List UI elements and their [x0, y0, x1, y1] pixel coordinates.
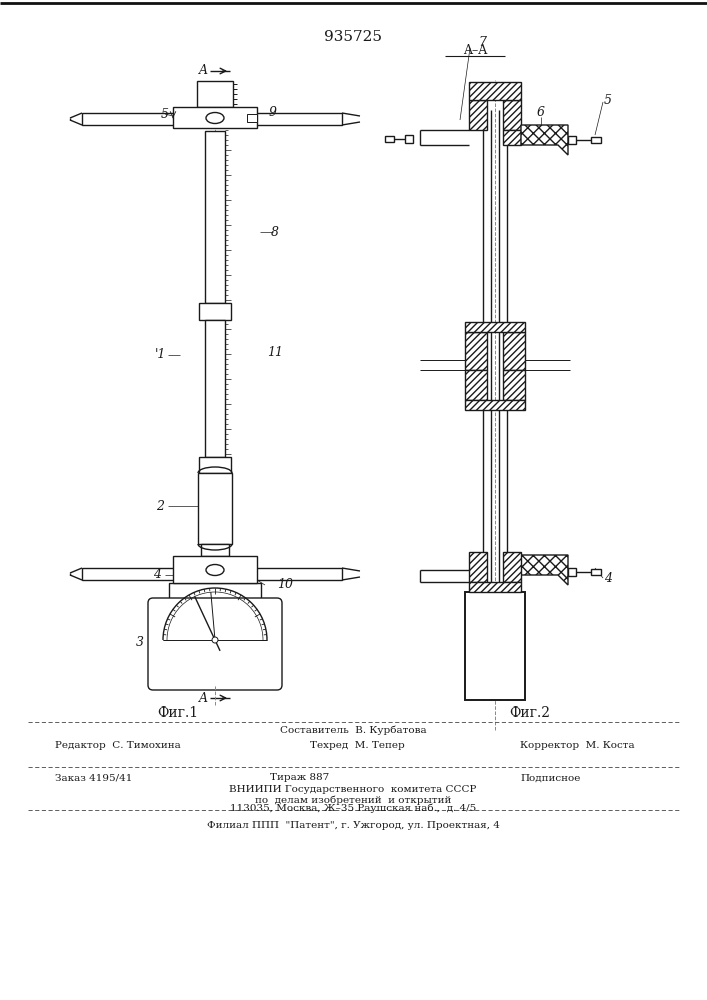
- Text: Фиг.2: Фиг.2: [510, 706, 551, 720]
- Bar: [385, 136, 394, 142]
- Text: 5: 5: [161, 108, 169, 121]
- Bar: [465, 400, 525, 410]
- Text: Заказ 4195/41: Заказ 4195/41: [55, 774, 132, 782]
- Bar: [591, 137, 601, 143]
- Bar: [469, 552, 487, 582]
- Text: Филиал ППП  "Патент", г. Ужгород, ул. Проектная, 4: Филиал ППП "Патент", г. Ужгород, ул. Про…: [206, 820, 499, 830]
- Bar: [503, 332, 525, 370]
- Bar: [469, 100, 487, 130]
- Bar: [173, 107, 257, 128]
- Text: 3: 3: [136, 636, 144, 648]
- Text: по  делам изобретений  и открытий: по делам изобретений и открытий: [255, 795, 451, 805]
- Ellipse shape: [206, 112, 224, 123]
- Text: Техред  М. Тепер: Техред М. Тепер: [310, 742, 404, 750]
- Bar: [469, 82, 521, 100]
- Text: 7: 7: [478, 35, 486, 48]
- Bar: [205, 320, 225, 457]
- Text: 8: 8: [271, 226, 279, 238]
- Text: 6: 6: [537, 106, 545, 119]
- Text: '1: '1: [154, 349, 165, 361]
- Text: 4: 4: [604, 572, 612, 584]
- Text: 11: 11: [267, 346, 283, 359]
- Bar: [568, 136, 576, 144]
- Text: 2: 2: [156, 499, 164, 512]
- Bar: [198, 473, 232, 544]
- Bar: [503, 100, 521, 130]
- Ellipse shape: [206, 564, 224, 576]
- Bar: [465, 322, 525, 332]
- Polygon shape: [521, 555, 568, 585]
- Bar: [197, 81, 233, 107]
- Polygon shape: [521, 125, 568, 155]
- Text: ВНИИПИ Государственного  комитета СССР: ВНИИПИ Государственного комитета СССР: [229, 786, 477, 794]
- Text: 935725: 935725: [324, 30, 382, 44]
- Text: 10: 10: [277, 578, 293, 591]
- Text: A: A: [199, 692, 207, 704]
- Bar: [199, 457, 231, 473]
- Text: 5: 5: [604, 94, 612, 106]
- Bar: [465, 332, 487, 370]
- Text: 4: 4: [153, 568, 161, 582]
- Bar: [405, 135, 413, 143]
- Bar: [465, 370, 487, 400]
- Bar: [201, 544, 229, 556]
- Text: 113035, Москва, Ж–35 Раушская наб.,  д. 4/5: 113035, Москва, Ж–35 Раушская наб., д. 4…: [230, 803, 476, 813]
- Bar: [591, 569, 601, 575]
- Bar: [465, 592, 525, 700]
- Bar: [173, 556, 257, 583]
- FancyBboxPatch shape: [148, 598, 282, 690]
- Bar: [469, 582, 521, 592]
- Bar: [247, 114, 257, 122]
- Text: Корректор  М. Коста: Корректор М. Коста: [520, 742, 635, 750]
- Bar: [503, 552, 521, 582]
- Text: Тираж 887: Тираж 887: [270, 774, 329, 782]
- Bar: [205, 131, 225, 303]
- Bar: [503, 130, 521, 145]
- Bar: [82, 113, 342, 125]
- Bar: [503, 370, 525, 400]
- Text: A: A: [199, 64, 207, 78]
- Ellipse shape: [212, 637, 218, 643]
- Text: Редактор  С. Тимохина: Редактор С. Тимохина: [55, 742, 181, 750]
- Bar: [568, 568, 576, 576]
- Text: 9: 9: [269, 105, 277, 118]
- Text: Фиг.1: Фиг.1: [158, 706, 199, 720]
- Bar: [82, 568, 342, 580]
- Text: Подписное: Подписное: [520, 774, 580, 782]
- Bar: [169, 583, 261, 603]
- Bar: [199, 303, 231, 320]
- Text: Составитель  В. Курбатова: Составитель В. Курбатова: [280, 725, 426, 735]
- Text: A–A: A–A: [463, 43, 487, 56]
